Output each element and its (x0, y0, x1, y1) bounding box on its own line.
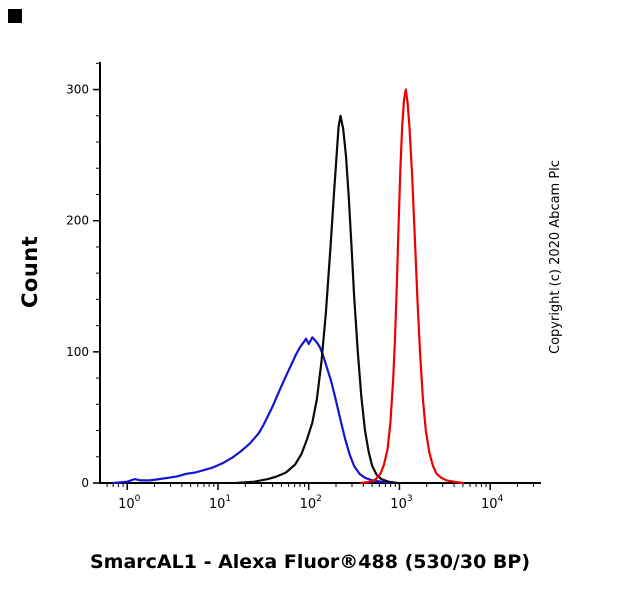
x-tick-label: 100 (118, 494, 141, 512)
y-tick-label: 300 (66, 83, 89, 97)
corner-marker (8, 9, 22, 23)
y-tick-label: 200 (66, 214, 89, 228)
copyright-text: Copyright (c) 2020 Abcam Plc (548, 160, 563, 355)
blue-curve (112, 336, 396, 485)
x-tick-label: 101 (209, 494, 231, 512)
x-tick-label: 104 (481, 494, 504, 512)
y-tick-label: 0 (81, 476, 89, 490)
y-tick-label: 100 (66, 345, 89, 359)
x-tick-label: 102 (300, 494, 322, 512)
red-curve (360, 88, 465, 485)
x-tick-label: 103 (390, 494, 412, 512)
black-curve (235, 114, 399, 485)
x-axis-title: SmarcAL1 - Alexa Fluor®488 (530/30 BP) (89, 551, 531, 573)
